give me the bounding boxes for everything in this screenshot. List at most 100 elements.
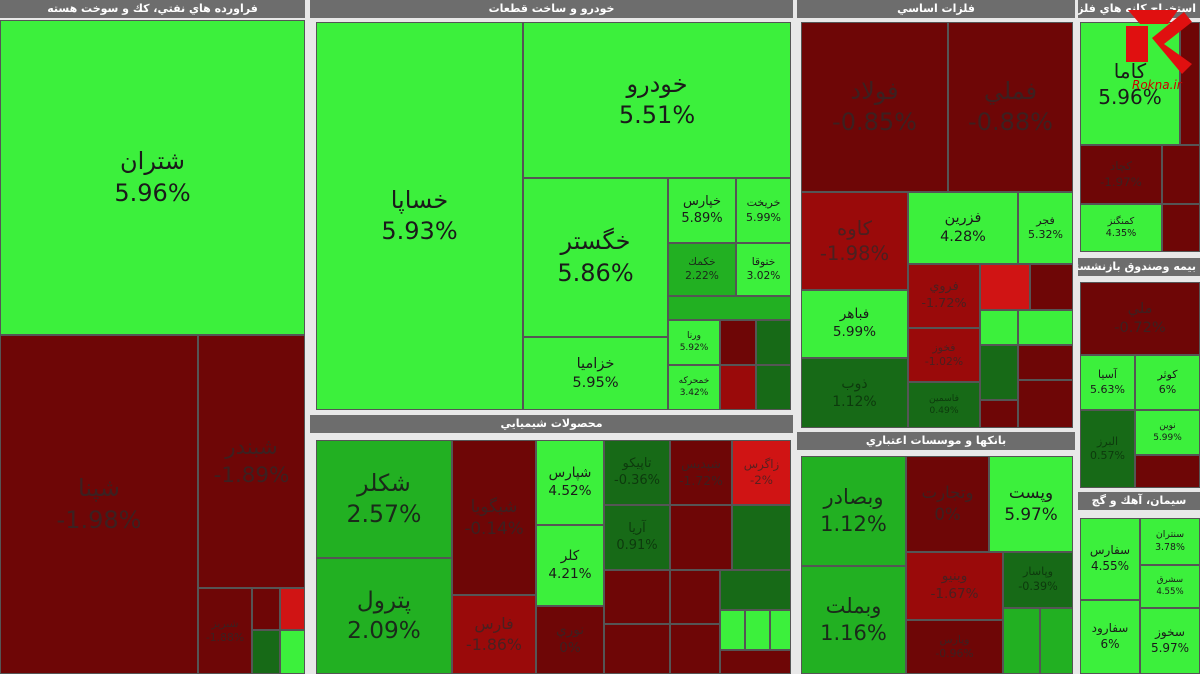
tile-change: 2.09%	[347, 617, 421, 644]
tile-change: 0%	[934, 505, 961, 524]
tile-filler	[604, 624, 670, 674]
tile-name: سفارود	[1091, 621, 1129, 636]
tile-filler	[280, 588, 305, 630]
tile: آسيا 5.63%	[1080, 355, 1135, 410]
tile: فخوز -1.02%	[908, 328, 980, 382]
section-header: فراورده هاي نفتي، كك و سوخت هسته	[0, 0, 305, 18]
tile-name: فخوز	[932, 340, 956, 354]
tile-filler	[252, 630, 280, 674]
tile-name: فروي	[929, 279, 959, 295]
tile-change: 0%	[559, 640, 581, 656]
tile-name: خودرو	[626, 69, 688, 98]
tile-change: 4.28%	[940, 229, 986, 245]
tile-name: خپارس	[682, 193, 722, 209]
tile-change: 5.96%	[1098, 84, 1162, 109]
tile-filler	[745, 610, 770, 650]
tile: كلر 4.21%	[536, 525, 604, 606]
tile-filler	[720, 320, 756, 365]
section-header: محصولات شيميايي	[310, 415, 793, 433]
tile-filler	[670, 624, 720, 674]
tile-name: شپديس	[681, 456, 721, 472]
tile-change: -0.14%	[464, 517, 524, 538]
tile-name: شبريز	[211, 616, 239, 630]
tile-filler	[1003, 608, 1040, 674]
tile-change: 5.63%	[1090, 382, 1125, 396]
tile-filler	[1162, 204, 1200, 252]
tile-change: -0.36%	[614, 472, 660, 488]
tile-change: -1.72%	[921, 296, 967, 311]
tile-name: وپست	[1008, 482, 1054, 503]
tile: سشرق 4.55%	[1140, 565, 1200, 608]
tile: شپنا -1.98%	[0, 335, 198, 674]
tile: شكلر 2.57%	[316, 440, 452, 558]
tile-change: -1.72%	[679, 472, 723, 488]
tile: البرز 0.57%	[1080, 410, 1135, 488]
tile-filler	[980, 310, 1018, 345]
tile-filler	[720, 610, 745, 650]
tile: شبندر -1.89%	[198, 335, 305, 588]
tile: فباهر 5.99%	[801, 290, 908, 358]
section-header: بانكها و موسسات اعتباري	[797, 432, 1075, 450]
tile: كاوه -1.98%	[801, 192, 908, 290]
tile-change: -1.88%	[205, 631, 245, 644]
tile: فولاد -0.85%	[801, 22, 948, 192]
tile-change: 2.57%	[346, 500, 422, 528]
tile: فروي -1.72%	[908, 264, 980, 328]
tile-change: 0.49%	[929, 405, 959, 416]
tile-filler	[980, 400, 1018, 428]
tile-name: ذوب	[841, 375, 868, 392]
tile-name: ختوقا	[751, 255, 776, 268]
tile-filler	[980, 345, 1018, 400]
tile-name: فباهر	[839, 306, 870, 323]
tile-filler	[1135, 455, 1200, 488]
tile-name: كاوه	[836, 216, 873, 240]
tile-name: كوثر	[1157, 368, 1178, 382]
tile-name: آسيا	[1098, 368, 1117, 382]
tile-name: كاما	[1113, 58, 1147, 83]
tile-change: -0.39%	[1018, 580, 1058, 593]
tile-filler	[1018, 310, 1073, 345]
tile-name: فزرين	[944, 210, 982, 227]
section-header: بيمه وصندوق بازنشستگي	[1078, 258, 1200, 276]
tile: شپديس -1.72%	[670, 440, 732, 505]
tile-change: 3.42%	[679, 387, 709, 398]
tile: وپارس -0.96%	[906, 620, 1003, 674]
tile-name: فملي	[983, 76, 1038, 105]
tile: فارس -1.86%	[452, 595, 536, 674]
tile: فزرين 4.28%	[908, 192, 1018, 264]
tile-change: -0.96%	[935, 647, 974, 660]
tile-filler	[720, 570, 791, 610]
tile-change: 5.95%	[572, 373, 619, 391]
tile-change: 5.99%	[832, 324, 877, 340]
tile-change: 6%	[1100, 637, 1120, 651]
tile: سخوز 5.97%	[1140, 608, 1200, 674]
tile-change: -1.86%	[466, 634, 522, 654]
tile: خريخت 5.99%	[736, 178, 791, 243]
tile-change: 4.52%	[548, 482, 592, 499]
tile-name: ورنا	[687, 330, 701, 341]
tile-filler	[1040, 608, 1073, 674]
tile-change: -0.72%	[1114, 318, 1166, 336]
tile: فجر 5.32%	[1018, 192, 1073, 264]
tile-change: 4.55%	[1090, 559, 1130, 573]
tile: كچاد -1.97%	[1080, 145, 1162, 204]
tile-change: -2%	[750, 472, 773, 487]
tile-name: شپنا	[78, 474, 120, 503]
tile: پترول 2.09%	[316, 558, 452, 674]
tile: خكمك 2.22%	[668, 243, 736, 296]
tile: زاگرس -2%	[732, 440, 791, 505]
tile-change: -1.97%	[1100, 174, 1142, 189]
tile-name: نوري	[555, 622, 584, 639]
tile: خپارس 5.89%	[668, 178, 736, 243]
tile-name: البرز	[1096, 434, 1119, 448]
tile-name: وبنيو	[941, 568, 968, 585]
tile-name: وبصادر	[823, 484, 884, 509]
tile-change: 4.35%	[1105, 228, 1137, 239]
tile-filler	[252, 588, 280, 630]
tile: شبريز -1.88%	[198, 588, 252, 674]
tile-name: وپاسار	[1022, 565, 1054, 579]
tile: خودرو 5.51%	[523, 22, 791, 178]
tile-change: 5.86%	[557, 258, 634, 287]
tile-filler	[1018, 380, 1073, 428]
tile-filler	[770, 610, 791, 650]
